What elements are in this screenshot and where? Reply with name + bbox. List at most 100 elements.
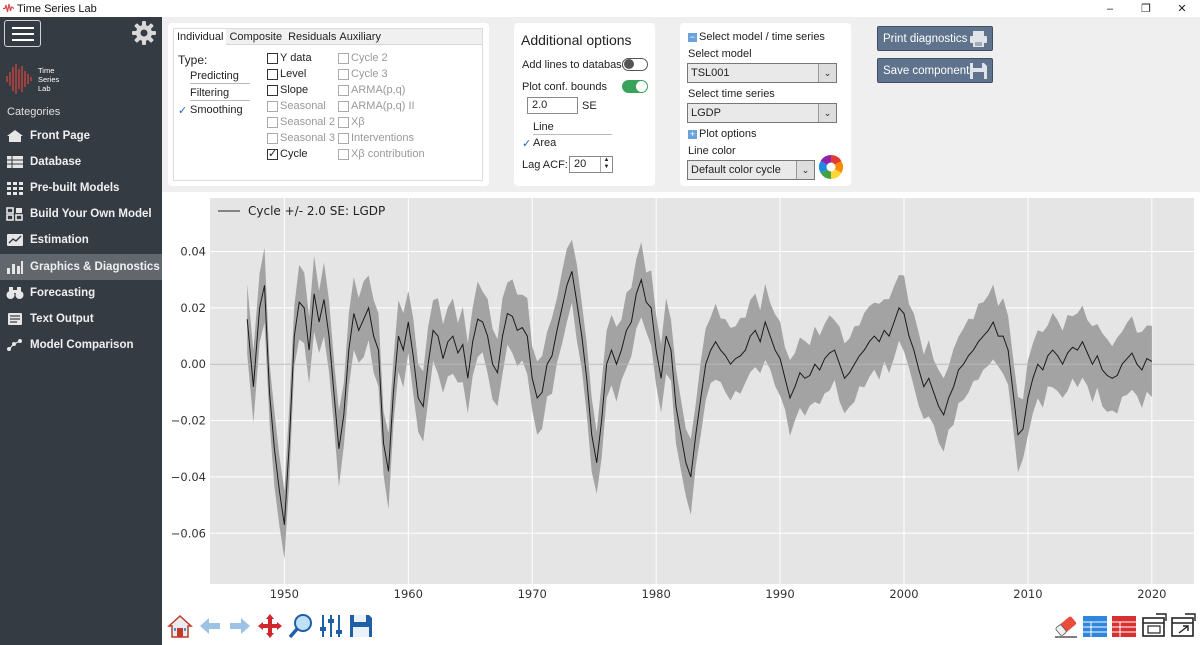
forward-arrow-icon[interactable] (227, 613, 253, 639)
nav-item-pre-built-models[interactable]: Pre-built Models (0, 175, 162, 201)
nav-item-label: Build Your Own Model (30, 208, 152, 220)
se-input[interactable]: 2.0 (527, 97, 578, 114)
table-blue-icon[interactable] (1082, 613, 1108, 639)
checkbox-cycle[interactable]: Cycle (267, 147, 308, 160)
nav-item-graphics-diagnostics[interactable]: Graphics & Diagnostics (0, 254, 162, 280)
checkbox-box-checked (267, 147, 278, 160)
table-red-icon[interactable] (1111, 613, 1137, 639)
plot-toolbar (162, 604, 1200, 645)
close-button[interactable]: ✕ (1177, 3, 1187, 15)
checkbox-box (338, 100, 349, 112)
home-view-icon[interactable] (167, 613, 193, 639)
printer-icon (970, 31, 987, 47)
plot-style-area[interactable]: Area (533, 137, 557, 149)
nav-item-forecasting[interactable]: Forecasting (0, 280, 162, 306)
nav-item-model-comparison[interactable]: Model Comparison (0, 332, 162, 358)
database-icon (7, 156, 23, 168)
nav-item-database[interactable]: Database (0, 149, 162, 175)
checkbox-seasonal[interactable]: Seasonal (267, 100, 326, 112)
menu-line-icon (11, 32, 34, 35)
x-tick-label: 2000 (889, 587, 918, 601)
nav-item-label: Pre-built Models (30, 182, 120, 194)
checkbox-seasonal-2[interactable]: Seasonal 2 (267, 116, 335, 128)
toggle-knob (624, 59, 634, 69)
options-title: Additional options (521, 32, 632, 48)
save-figure-icon[interactable] (348, 613, 374, 639)
checkbox-interventions[interactable]: Interventions (338, 132, 414, 144)
checkbox-xbeta-contribution[interactable]: Xβ contribution (338, 148, 425, 160)
configure-sliders-icon[interactable] (318, 613, 344, 639)
checkbox-label: Xβ (351, 116, 365, 128)
logo-text-line: Lab (38, 83, 51, 93)
lag-acf-label: Lag ACF: (522, 159, 568, 171)
menu-toggle-button[interactable] (4, 20, 41, 47)
maximize-button[interactable]: ❐ (1141, 3, 1151, 15)
model-select[interactable]: TSL001 ⌄ (687, 63, 837, 83)
eraser-icon[interactable] (1053, 613, 1079, 639)
popout-window-icon[interactable] (1170, 613, 1196, 639)
tab-individual[interactable]: Individual (174, 29, 227, 45)
nav-item-text-output[interactable]: Text Output (0, 306, 162, 332)
line-color-select[interactable]: Default color cycle ⌄ (687, 160, 815, 180)
series-select-value: LGDP (691, 107, 721, 119)
checkbox-seasonal-3[interactable]: Seasonal 3 (267, 132, 335, 144)
series-select[interactable]: LGDP ⌄ (687, 103, 837, 123)
x-tick-label: 2020 (1137, 587, 1166, 601)
x-tick-label: 1960 (394, 587, 423, 601)
y-tick-label: 0.02 (180, 301, 206, 315)
menu-line-icon (11, 38, 34, 41)
nav-item-front-page[interactable]: Front Page (0, 123, 162, 149)
nav-item-estimation[interactable]: Estimation (0, 227, 162, 253)
logo-text: Time Series Lab (38, 66, 59, 93)
checkbox-slope[interactable]: Slope (267, 84, 308, 96)
settings-gear-icon[interactable] (131, 20, 157, 46)
save-components-button[interactable]: Save components (877, 58, 993, 83)
checkbox-arma[interactable]: ARMA(p,q) (338, 84, 405, 96)
back-arrow-icon[interactable] (197, 613, 223, 639)
tab-composite[interactable]: Composite (229, 31, 283, 43)
checkbox-cycle-3[interactable]: Cycle 3 (338, 68, 388, 80)
checkbox-arma-2[interactable]: ARMA(p,q) II (338, 100, 415, 112)
zoom-magnifier-icon[interactable] (288, 613, 314, 639)
line-color-label: Line color (688, 145, 736, 157)
checkbox-box (267, 52, 278, 64)
select-model-header[interactable]: − Select model / time series (688, 31, 825, 43)
tab-residuals[interactable]: Residuals (288, 31, 337, 43)
chevron-down-icon: ⌄ (818, 104, 836, 122)
select-series-label: Select time series (688, 88, 775, 100)
checkbox-y-data[interactable]: Y data (267, 52, 312, 64)
print-diagnostics-button[interactable]: Print diagnostics (877, 26, 993, 51)
pan-move-icon[interactable] (257, 613, 283, 639)
nav-item-label: Graphics & Diagnostics (30, 261, 160, 273)
plot-bounds-toggle[interactable] (622, 80, 648, 93)
checkbox-box (267, 100, 278, 112)
color-wheel-icon[interactable] (818, 154, 844, 180)
add-lines-toggle[interactable] (622, 58, 648, 71)
spin-arrows-icon[interactable]: ▲ ▼ (600, 157, 612, 172)
se-unit-label: SE (582, 100, 597, 112)
lag-acf-spinbox[interactable]: 20 ▲ ▼ (569, 156, 613, 173)
checkbox-xbeta[interactable]: Xβ (338, 116, 365, 128)
logo-text-line: Time (38, 65, 55, 75)
checkbox-level[interactable]: Level (267, 68, 306, 80)
type-option-label: Smoothing (190, 104, 243, 116)
y-tick-label: −0.04 (171, 470, 206, 484)
plot-style-line[interactable]: Line (533, 121, 612, 135)
checkbox-box (267, 84, 278, 96)
type-option-smoothing[interactable]: ✓ Smoothing (178, 104, 252, 117)
checkbox-cycle-2[interactable]: Cycle 2 (338, 52, 388, 64)
nav-item-build-your-own-model[interactable]: Build Your Own Model (0, 201, 162, 227)
minimize-button[interactable]: – (1106, 2, 1114, 15)
y-tick-label: −0.02 (171, 414, 206, 428)
cycle-chart[interactable]: 1950 1960 1970 1980 1990 2000 2010 2020 0.04 0.02… (162, 192, 1200, 604)
type-option-filtering[interactable]: Filtering (190, 87, 252, 101)
checkbox-label: Interventions (351, 132, 414, 144)
checkbox-box (338, 132, 349, 144)
type-option-predicting[interactable]: Predicting (190, 70, 252, 84)
window-layout-icon[interactable] (1141, 613, 1167, 639)
nav-item-label: Forecasting (30, 287, 96, 299)
tab-auxiliary[interactable]: Auxiliary (339, 31, 381, 43)
checkbox-box (267, 132, 278, 144)
plot-options-header[interactable]: + Plot options (688, 128, 756, 140)
